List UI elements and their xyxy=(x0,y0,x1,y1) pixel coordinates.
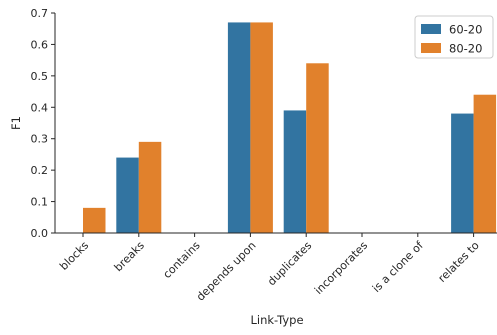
y-tick-label: 0.0 xyxy=(31,227,49,240)
y-tick-label: 0.7 xyxy=(31,7,49,20)
x-tick-label: contains xyxy=(161,239,203,281)
x-axis-label: Link-Type xyxy=(250,313,303,327)
bar-80-20-blocks xyxy=(83,207,106,233)
x-tick-label: breaks xyxy=(112,239,147,274)
y-tick-label: 0.1 xyxy=(31,196,49,209)
bar-80-20-duplicates xyxy=(306,63,329,233)
bar-80-20-breaks xyxy=(138,141,162,233)
legend-swatch-60-20 xyxy=(421,24,441,34)
y-tick-label: 0.6 xyxy=(31,38,49,51)
legend-label-80-20: 80-20 xyxy=(449,42,482,56)
y-tick-label: 0.2 xyxy=(31,164,49,177)
x-tick-label: relates to xyxy=(436,239,482,285)
x-tick-label: duplicates xyxy=(265,239,314,288)
y-tick-label: 0.5 xyxy=(31,70,49,83)
legend-label-60-20: 60-20 xyxy=(449,23,482,37)
bar-80-20-relates-to xyxy=(473,94,497,234)
y-tick-label: 0.3 xyxy=(31,133,49,146)
legend-swatch-80-20 xyxy=(421,43,441,53)
y-ticks: 0.0 0.1 0.2 0.3 0.4 0.5 0.6 0.7 xyxy=(31,7,55,240)
x-tick-label: is a clone of xyxy=(370,238,427,295)
bar-60-20-breaks xyxy=(116,157,139,233)
bar-60-20-depends-upon xyxy=(227,22,251,234)
x-tick-label: incorporates xyxy=(312,239,370,297)
bars-layer xyxy=(83,22,497,234)
x-tick-label: blocks xyxy=(57,239,91,273)
legend: 60-20 80-20 xyxy=(414,15,494,59)
axes-layer xyxy=(54,13,497,234)
x-tick-label: depends upon xyxy=(194,239,259,304)
bar-60-20-duplicates xyxy=(283,110,307,233)
bar-80-20-depends-upon xyxy=(250,22,273,234)
y-tick-label: 0.4 xyxy=(31,101,49,114)
bar-60-20-relates-to xyxy=(451,113,474,233)
y-axis-label: F1 xyxy=(9,116,23,130)
